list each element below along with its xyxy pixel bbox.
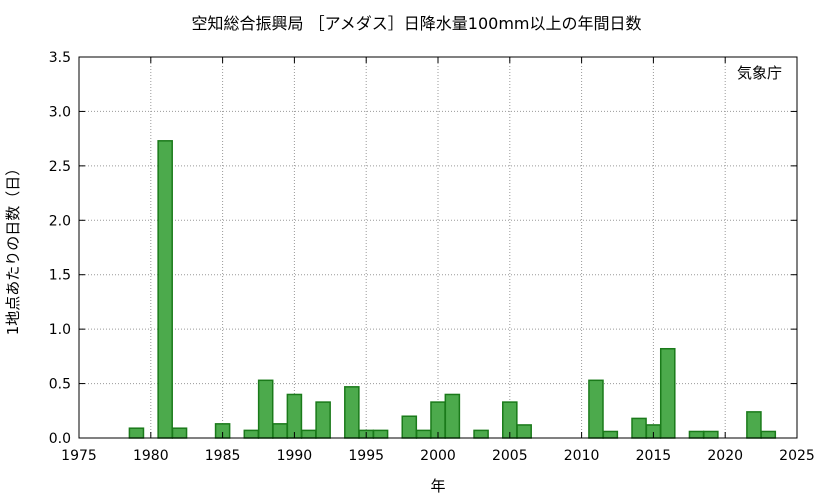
bar <box>588 379 604 439</box>
y-tick-label: 3.0 <box>49 104 71 120</box>
bar <box>157 140 173 439</box>
y-tick-label: 0.5 <box>49 377 71 393</box>
bar <box>659 347 676 439</box>
bar <box>602 430 619 439</box>
bar <box>746 411 762 439</box>
bar <box>415 429 432 439</box>
bar <box>300 429 317 439</box>
bar <box>688 430 705 439</box>
bar <box>401 415 418 439</box>
x-tick-label: 2020 <box>707 448 743 464</box>
bar <box>171 427 188 439</box>
y-tick-label: 0.0 <box>49 431 71 447</box>
bar <box>372 429 389 439</box>
bar <box>703 430 719 439</box>
x-tick-label: 1980 <box>133 448 169 464</box>
x-tick-label: 1995 <box>348 448 384 464</box>
bar <box>631 417 647 439</box>
bar <box>344 386 360 439</box>
bar <box>315 401 331 439</box>
bar <box>128 427 145 439</box>
bar <box>444 393 461 439</box>
y-tick-label: 2.5 <box>49 159 71 175</box>
source-annotation: 気象庁 <box>737 64 782 82</box>
y-tick-label: 1.5 <box>49 268 71 284</box>
x-tick-label: 2015 <box>636 448 672 464</box>
bar <box>473 429 489 439</box>
bar <box>516 424 532 439</box>
bar <box>272 423 288 439</box>
x-tick-label: 2005 <box>492 448 528 464</box>
bar <box>286 393 303 439</box>
y-axis-label: 1地点あたりの日数（日） <box>4 161 22 336</box>
bar <box>760 430 777 439</box>
x-tick-label: 2000 <box>420 448 456 464</box>
x-tick-label: 1985 <box>205 448 241 464</box>
y-tick-label: 3.5 <box>49 50 71 66</box>
y-tick-label: 2.0 <box>49 213 71 229</box>
chart-title: 空知総合振興局 ［アメダス］日降水量100mm以上の年間日数 <box>191 14 642 33</box>
x-axis-label: 年 <box>430 477 445 495</box>
bar <box>243 429 260 439</box>
y-tick-label: 1.0 <box>49 322 71 338</box>
bar-series <box>128 140 777 439</box>
x-tick-label: 1990 <box>277 448 313 464</box>
grid-lines <box>79 57 797 438</box>
bar <box>257 379 274 439</box>
x-tick-label: 1975 <box>61 448 97 464</box>
axis-ticks: 1975 1980 1985 1990 1995 2000 2005 2010 2015 2020… <box>49 50 815 464</box>
x-tick-label: 2010 <box>564 448 600 464</box>
x-tick-label: 2025 <box>779 448 815 464</box>
